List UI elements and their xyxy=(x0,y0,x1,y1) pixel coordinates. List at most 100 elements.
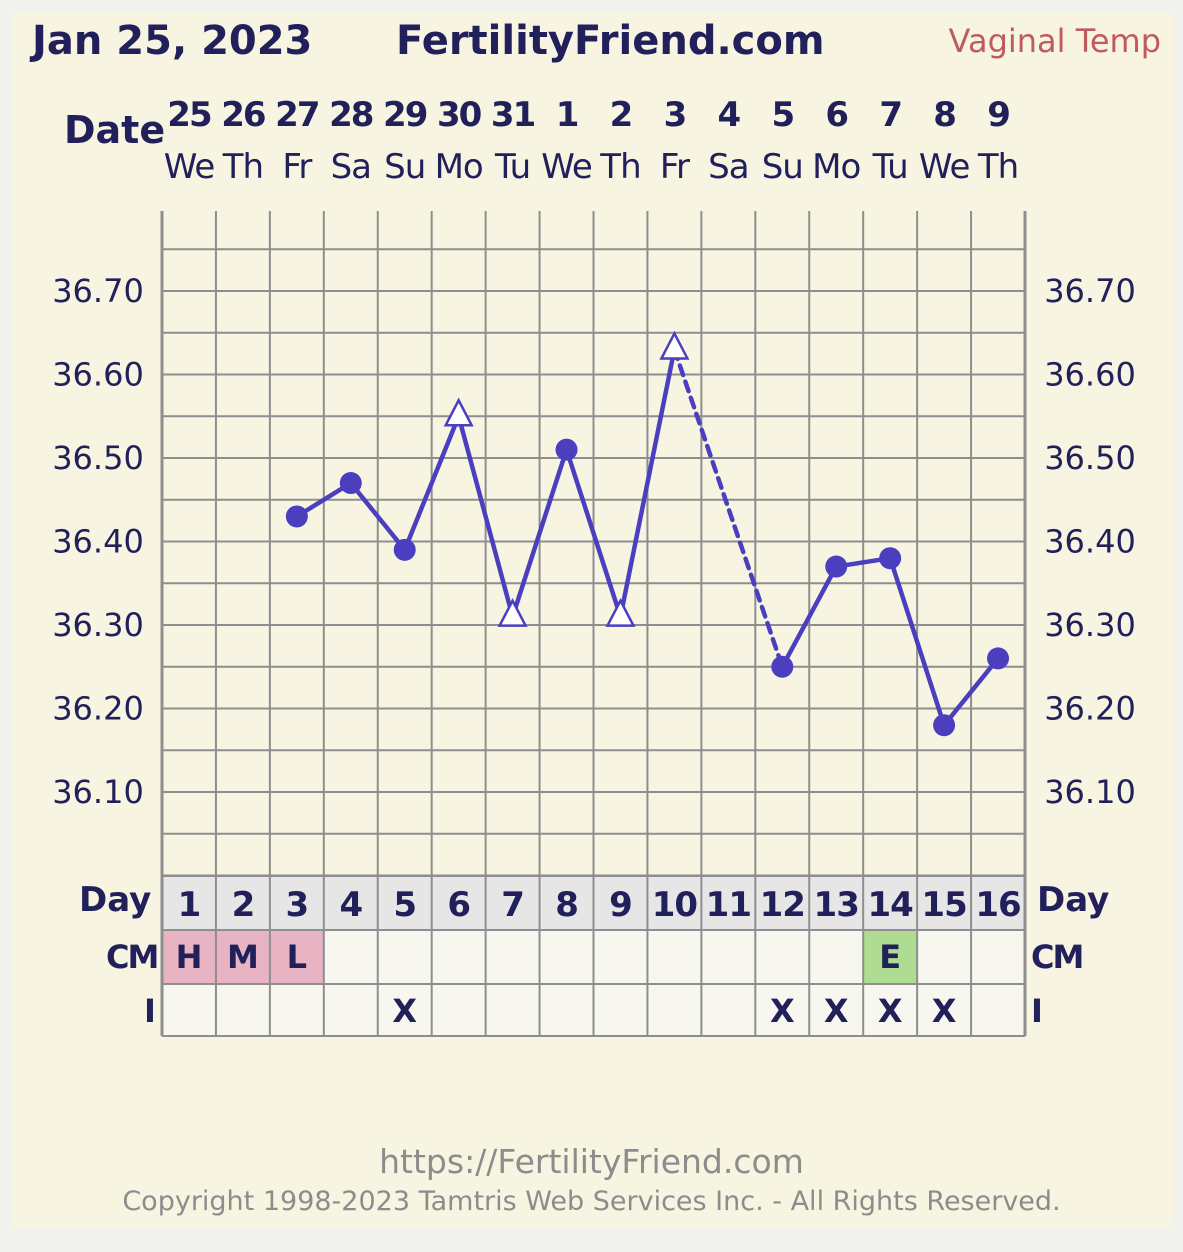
weekday-label: Fr xyxy=(660,147,690,187)
day-row-label-right: Day xyxy=(1037,880,1110,920)
day-cell xyxy=(809,876,864,930)
cm-value: E xyxy=(879,938,901,976)
temp-line xyxy=(402,414,461,553)
cycle-day-label: 5 xyxy=(393,885,416,925)
date-label: 3 xyxy=(664,95,686,135)
cm-value: H xyxy=(176,938,203,976)
footer-copyright: Copyright 1998-2023 Tamtris Web Services… xyxy=(122,1186,1061,1217)
intercourse-mark: X xyxy=(770,992,795,1030)
y-tick-left: 36.10 xyxy=(52,773,144,811)
cm-row-label-left: CM xyxy=(106,938,159,976)
intercourse-cell xyxy=(485,984,540,1036)
intercourse-cell xyxy=(269,984,324,1036)
day-cell xyxy=(971,876,1025,930)
cm-cell xyxy=(593,930,648,984)
day-cell xyxy=(701,876,756,930)
date-label: 27 xyxy=(275,95,318,135)
date-label: 4 xyxy=(718,95,741,135)
weekday-label: Mo xyxy=(812,147,860,187)
intercourse-mark: X xyxy=(392,992,417,1030)
cm-cell xyxy=(863,930,918,984)
intercourse-mark: X xyxy=(932,992,957,1030)
cm-cell xyxy=(809,930,864,984)
date-label: 6 xyxy=(825,95,847,135)
y-tick-left: 36.60 xyxy=(52,356,144,394)
day-cell xyxy=(755,876,810,930)
date-label: 26 xyxy=(221,95,265,135)
temp-point xyxy=(987,647,1010,670)
i-row-label-left: I xyxy=(144,992,156,1030)
temp-point xyxy=(933,714,956,737)
day-cell xyxy=(269,876,324,930)
date-label: 2 xyxy=(610,95,632,135)
temp-type-label: Vaginal Temp xyxy=(948,22,1161,60)
cm-value: M xyxy=(227,938,259,976)
day-cell xyxy=(593,876,648,930)
y-tick-right: 36.50 xyxy=(1044,439,1136,477)
weekday-label: Su xyxy=(384,147,425,187)
weekday-label: Th xyxy=(599,147,640,187)
intercourse-cell xyxy=(701,984,756,1036)
intercourse-cell xyxy=(863,984,918,1036)
cycle-day-label: 10 xyxy=(652,885,698,925)
cm-cell xyxy=(647,930,702,984)
cycle-day-label: 11 xyxy=(706,885,751,925)
y-tick-right: 36.70 xyxy=(1044,272,1136,310)
temp-point-open xyxy=(443,397,474,427)
y-tick-left: 36.20 xyxy=(52,690,144,728)
cycle-day-label: 3 xyxy=(286,885,309,925)
cycle-day-label: 8 xyxy=(555,885,578,925)
weekday-label: Fr xyxy=(282,147,312,187)
day-cell xyxy=(377,876,432,930)
temp-line xyxy=(941,656,1001,728)
y-tick-right: 36.10 xyxy=(1044,773,1136,811)
date-label: 28 xyxy=(329,95,373,135)
temp-point xyxy=(555,438,578,461)
date-label: 29 xyxy=(383,95,427,135)
intercourse-cell xyxy=(539,984,594,1036)
date-label: 9 xyxy=(987,95,1009,135)
day-cell xyxy=(539,876,594,930)
cycle-day-label: 2 xyxy=(232,885,255,925)
cycle-day-label: 1 xyxy=(178,885,201,925)
intercourse-mark: X xyxy=(824,992,849,1030)
cm-cell xyxy=(377,930,432,984)
intercourse-cell xyxy=(917,984,972,1036)
y-tick-left: 36.70 xyxy=(52,272,144,310)
date-label: 1 xyxy=(556,95,578,135)
cm-cell xyxy=(917,930,972,984)
cycle-day-label: 12 xyxy=(760,885,805,925)
intercourse-mark: X xyxy=(878,992,903,1030)
weekday-label: We xyxy=(164,147,215,187)
y-tick-right: 36.30 xyxy=(1044,606,1136,644)
temp-point xyxy=(771,655,794,678)
cycle-day-label: 4 xyxy=(339,885,362,925)
day-cell xyxy=(647,876,702,930)
cm-cell xyxy=(485,930,540,984)
date-label: 25 xyxy=(167,95,211,135)
intercourse-cell xyxy=(809,984,864,1036)
y-tick-left: 36.30 xyxy=(52,606,144,644)
cm-row-label-right: CM xyxy=(1031,938,1084,976)
day-cell xyxy=(863,876,918,930)
weekday-label: Th xyxy=(222,147,263,187)
date-label: 30 xyxy=(437,95,482,135)
date-label: 5 xyxy=(771,95,793,135)
weekday-label: Tu xyxy=(872,147,908,187)
date-label: 31 xyxy=(491,95,535,135)
cm-cell xyxy=(431,930,486,984)
intercourse-cell xyxy=(593,984,648,1036)
cm-cell xyxy=(971,930,1025,984)
temp-point xyxy=(879,547,902,570)
weekday-label: Mo xyxy=(435,147,483,187)
cm-cell xyxy=(323,930,378,984)
intercourse-cell xyxy=(431,984,486,1036)
temp-line xyxy=(510,447,569,619)
temp-point xyxy=(825,555,848,578)
temp-line xyxy=(780,564,839,669)
footer-url[interactable]: https://FertilityFriend.com xyxy=(379,1142,804,1181)
y-tick-left: 36.40 xyxy=(52,523,144,561)
day-cell xyxy=(162,876,216,930)
day-cell xyxy=(323,876,378,930)
